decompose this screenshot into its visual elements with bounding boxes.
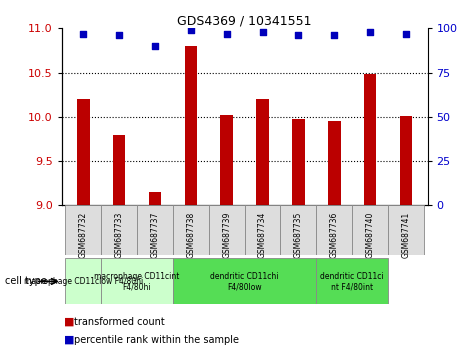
Text: GSM687734: GSM687734 — [258, 211, 267, 258]
Bar — [280, 205, 316, 255]
Bar — [364, 74, 376, 205]
Text: GSM687740: GSM687740 — [366, 211, 375, 258]
Text: percentile rank within the sample: percentile rank within the sample — [74, 335, 238, 345]
Bar — [220, 115, 233, 205]
Bar — [101, 258, 173, 304]
Bar — [316, 258, 388, 304]
Point — [223, 31, 230, 36]
Point — [151, 43, 159, 49]
Bar — [149, 192, 161, 205]
Bar — [185, 46, 197, 205]
Text: ■: ■ — [64, 317, 75, 327]
Bar — [173, 258, 316, 304]
Bar — [173, 205, 209, 255]
Point — [331, 33, 338, 38]
Bar — [113, 135, 125, 205]
Bar — [388, 205, 424, 255]
Bar — [328, 121, 341, 205]
Point — [79, 31, 87, 36]
Text: macrophage CD11cint
F4/80hi: macrophage CD11cint F4/80hi — [95, 272, 180, 291]
Point — [259, 29, 266, 35]
Bar — [137, 205, 173, 255]
Text: ■: ■ — [64, 335, 75, 345]
Bar — [399, 116, 412, 205]
Bar — [66, 258, 101, 304]
Point — [366, 29, 374, 35]
Point — [187, 27, 195, 33]
Point — [115, 33, 123, 38]
Bar — [256, 99, 269, 205]
Text: GSM687733: GSM687733 — [114, 211, 124, 258]
Point — [402, 31, 410, 36]
Bar — [66, 205, 101, 255]
Text: GSM687736: GSM687736 — [330, 211, 339, 258]
Text: GSM687738: GSM687738 — [186, 211, 195, 257]
Bar — [292, 119, 304, 205]
Text: GSM687741: GSM687741 — [401, 211, 410, 257]
Text: dendritic CD11chi
F4/80low: dendritic CD11chi F4/80low — [210, 272, 279, 291]
Bar — [77, 99, 90, 205]
Point — [294, 33, 302, 38]
Bar — [101, 205, 137, 255]
Text: GSM687732: GSM687732 — [79, 211, 88, 257]
Bar — [316, 205, 352, 255]
Text: GSM687737: GSM687737 — [151, 211, 160, 258]
Text: GSM687739: GSM687739 — [222, 211, 231, 258]
Text: GSM687735: GSM687735 — [294, 211, 303, 258]
Bar — [352, 205, 388, 255]
Text: dendritic CD11ci
nt F4/80int: dendritic CD11ci nt F4/80int — [320, 272, 384, 291]
Text: transformed count: transformed count — [74, 317, 164, 327]
Text: cell type: cell type — [5, 276, 47, 286]
Text: macrophage CD11clow F4/80hi: macrophage CD11clow F4/80hi — [24, 277, 143, 286]
Title: GDS4369 / 10341551: GDS4369 / 10341551 — [177, 14, 312, 27]
Bar — [209, 205, 245, 255]
Bar — [245, 205, 280, 255]
